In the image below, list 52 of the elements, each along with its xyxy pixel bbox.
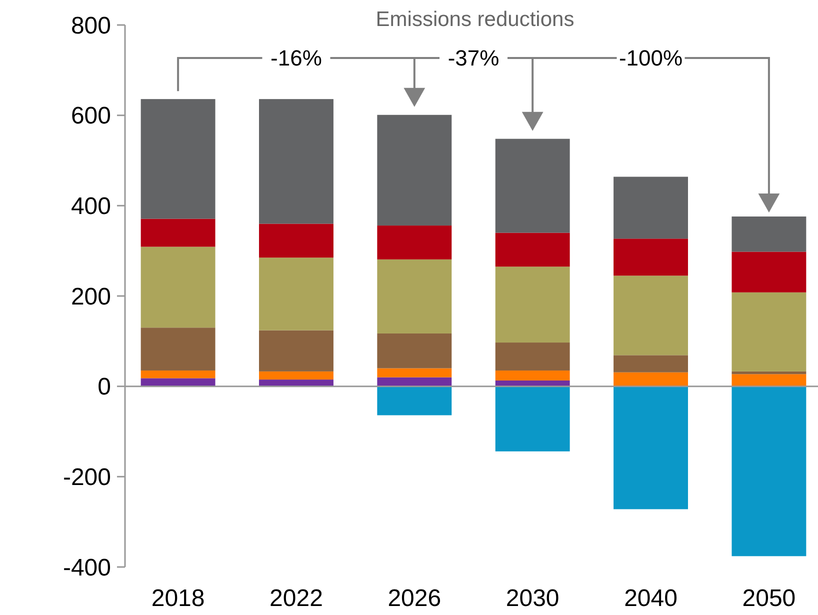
y-tick-label: -200 <box>62 464 111 492</box>
bar <box>377 114 452 226</box>
x-tick-label: 2026 <box>388 585 442 612</box>
bar <box>495 232 570 267</box>
bar <box>614 238 688 276</box>
bar <box>732 374 806 386</box>
bar <box>259 258 334 330</box>
x-tick-label: 2050 <box>742 585 796 612</box>
bar <box>377 333 452 368</box>
bar <box>377 368 452 378</box>
bar <box>140 246 216 328</box>
bar <box>495 342 570 371</box>
annotation: -16% <box>270 46 322 71</box>
bar <box>140 218 216 247</box>
bar <box>732 292 806 372</box>
bar <box>732 371 806 374</box>
bar <box>495 370 570 380</box>
bar <box>495 386 570 452</box>
bar <box>259 330 334 372</box>
y-tick-label: 800 <box>70 12 111 40</box>
bar <box>377 259 452 334</box>
bar <box>259 224 334 258</box>
y-tick-label: -400 <box>62 554 111 582</box>
bar <box>495 138 570 233</box>
x-tick-label: 2030 <box>506 585 560 612</box>
bar <box>732 216 806 252</box>
bar <box>377 226 452 260</box>
bar <box>614 176 688 239</box>
y-tick-label: 600 <box>70 102 111 130</box>
bar <box>614 355 688 372</box>
x-tick-label: 2018 <box>151 585 205 612</box>
x-tick-label: 2022 <box>270 585 323 612</box>
bar <box>140 328 216 371</box>
bar <box>140 99 216 219</box>
bar <box>140 370 216 378</box>
bar <box>495 266 570 343</box>
chart-title: Emissions reductions <box>376 8 574 31</box>
bar <box>259 371 334 380</box>
bar <box>140 378 216 386</box>
bar <box>732 386 806 556</box>
bar <box>614 276 688 356</box>
bar <box>614 386 688 510</box>
bar <box>259 99 334 224</box>
annotation: -37% <box>448 46 500 71</box>
x-tick-label: 2040 <box>624 585 678 612</box>
bar <box>732 252 806 292</box>
y-tick-label: 400 <box>70 193 111 220</box>
bar <box>614 372 688 386</box>
y-tick-label: 200 <box>70 283 111 310</box>
bar <box>377 386 452 416</box>
y-tick-label: 0 <box>98 374 111 401</box>
annotation: -100% <box>618 46 683 71</box>
